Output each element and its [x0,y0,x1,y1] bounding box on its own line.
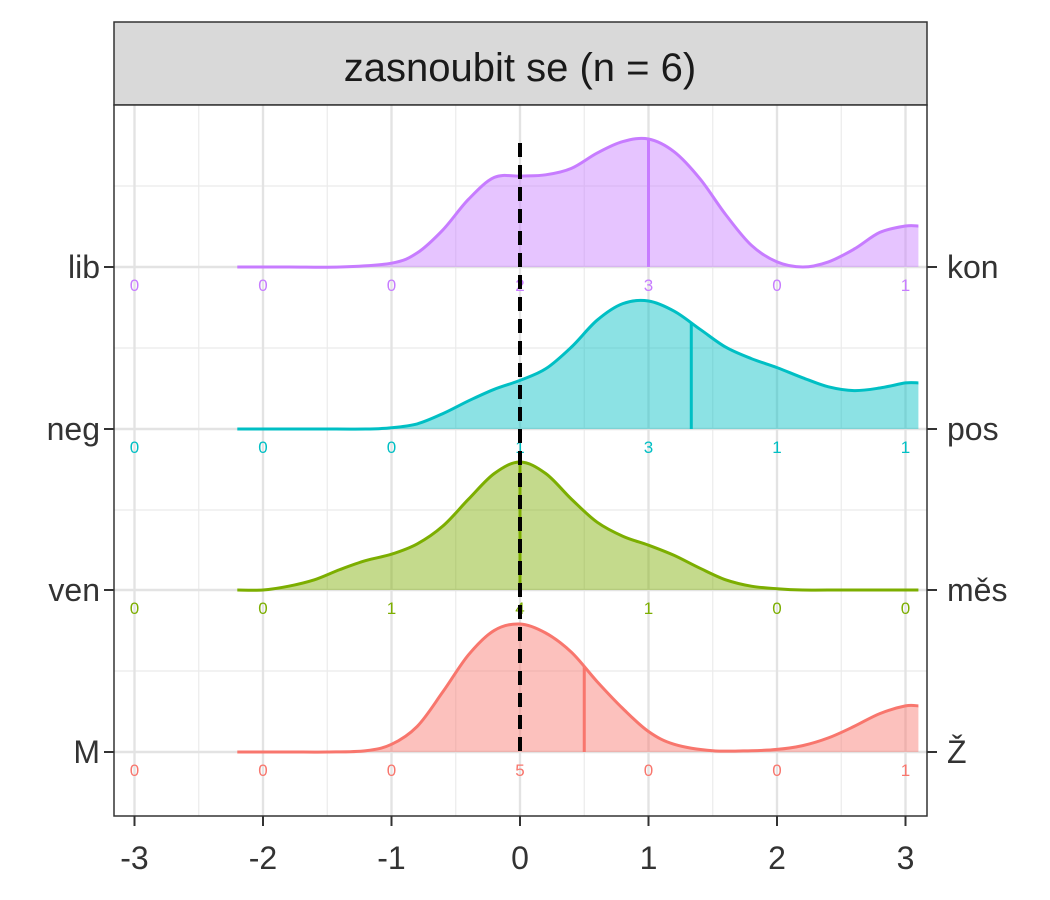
count-label: 0 [772,276,781,295]
ridge-ven: 0014100 [130,460,919,618]
count-label: 1 [901,276,910,295]
ridge-outline [237,622,919,754]
x-tick-label: 1 [640,840,658,876]
y-label-left: lib [68,249,100,285]
count-label: 0 [901,599,910,618]
y-label-right: měs [947,572,1007,608]
y-label-right: pos [947,411,999,447]
x-tick-label: -3 [120,840,148,876]
count-label: 3 [644,438,653,457]
count-label: 0 [130,599,139,618]
density-ridges: 0002301000131100141000005001 [130,136,919,780]
y-label-right: kon [947,249,999,285]
count-label: 0 [772,599,781,618]
ridge-fill [237,138,919,268]
ridge-fill [237,462,919,591]
count-label: 0 [130,438,139,457]
ridge-fill [237,623,919,753]
x-tick-label: 3 [897,840,915,876]
y-label-right: Ž [947,734,967,770]
ridge-M: 0 0 0 5 0 0 1 [130,622,919,780]
count-label: 0 [387,438,396,457]
ridge-fill [237,300,919,430]
ridge-lib: 0002301 [130,136,919,295]
strip-background [113,21,928,106]
ridge-outline [237,460,919,592]
count-label: 0 [130,276,139,295]
count-label: 0 [258,761,267,780]
count-label: 0 [772,761,781,780]
count-label: 0 [387,276,396,295]
ridge-outline [237,136,919,269]
count-label: 0 [258,438,267,457]
count-label: 0 [258,599,267,618]
count-label: 1 [387,599,396,618]
count-label: 5 [515,761,524,780]
count-label: 1 [772,438,781,457]
count-label: 1 [644,599,653,618]
y-label-left: M [73,734,100,770]
ridge-neg: 0 0 0 1 3 1 1 [130,298,919,457]
x-tick-label: 2 [768,840,786,876]
count-label: 3 [644,276,653,295]
x-tick-label: -2 [249,840,277,876]
y-label-left: neg [47,411,100,447]
count-label: 1 [901,438,910,457]
count-label: 0 [130,761,139,780]
chart-title: zasnoubit se (n = 6) [344,46,696,90]
count-label: 0 [644,761,653,780]
count-label: 0 [258,276,267,295]
x-tick-label: -1 [377,840,405,876]
count-label: 1 [901,761,910,780]
y-label-left: ven [48,572,100,608]
x-tick-label: 0 [511,840,529,876]
count-label: 1 [515,438,524,457]
count-label: 0 [387,761,396,780]
ridge-outline [237,298,919,431]
